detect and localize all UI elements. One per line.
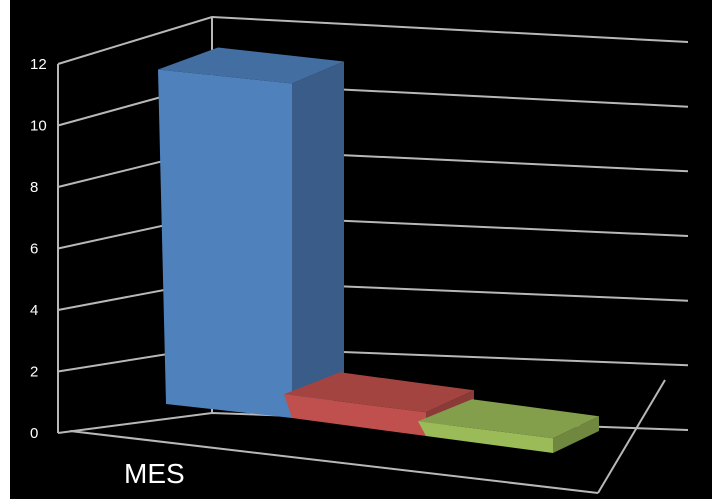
gridline [57, 279, 689, 311]
gridline [57, 147, 689, 188]
gridline [57, 81, 689, 127]
bar-top-face [158, 47, 344, 84]
chart-svg: 0 2 4 6 8 10 12 MES [30, 15, 689, 494]
bar-side-face [553, 416, 599, 453]
y-tick-label: 6 [30, 241, 38, 258]
bars [158, 47, 599, 453]
y-tick-label: 2 [30, 364, 38, 381]
y-tick-label: 10 [30, 118, 47, 135]
bar-top-face [284, 372, 474, 413]
gridline [57, 213, 689, 250]
gridline [57, 15, 689, 65]
gridline [57, 345, 689, 373]
bar-front-face [158, 69, 292, 418]
y-tick-label: 8 [30, 179, 38, 196]
category-label: MES [124, 458, 185, 489]
bar-top-face [418, 399, 599, 439]
bar-front-face [284, 394, 426, 436]
y-tick-label: 12 [30, 56, 47, 73]
floor-front-edge [69, 430, 599, 494]
y-tick-label: 0 [30, 425, 38, 442]
bar-front-face [418, 421, 553, 453]
y-tick-label: 4 [30, 302, 38, 319]
chart-area: 0 2 4 6 8 10 12 MES [10, 0, 712, 499]
floor-right-edge [597, 379, 666, 494]
bar-side-face [292, 61, 344, 418]
y-axis-ticks: 0 2 4 6 8 10 12 [30, 56, 47, 442]
